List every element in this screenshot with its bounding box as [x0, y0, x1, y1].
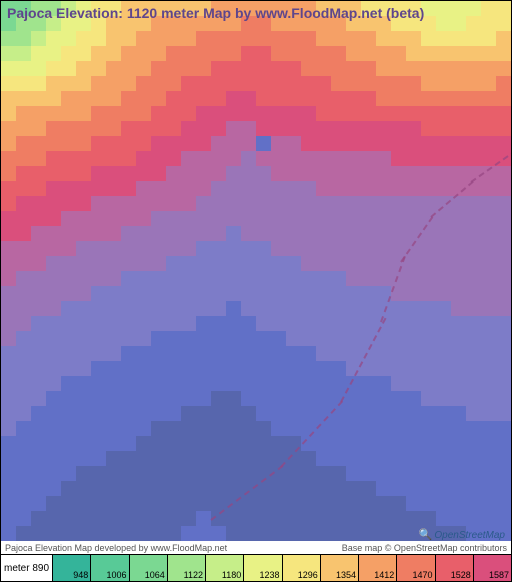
osm-logo: OpenStreetMap: [419, 528, 505, 541]
credit-left: Pajoca Elevation Map developed by www.Fl…: [5, 543, 227, 553]
legend-cell: 948: [53, 555, 91, 581]
legend-cell: 1587: [474, 555, 511, 581]
elevation-legend: meter 890 948100610641122118012381296135…: [1, 554, 511, 581]
legend-cell: 1238: [244, 555, 282, 581]
legend-cells: 9481006106411221180123812961354141214701…: [53, 555, 511, 581]
elevation-map: [1, 1, 511, 541]
legend-cell: 1064: [130, 555, 168, 581]
legend-cell: 1180: [206, 555, 244, 581]
legend-cell: 1122: [168, 555, 206, 581]
map-title: Pajoca Elevation: 1120 meter Map by www.…: [7, 5, 424, 21]
map-grid: [1, 1, 511, 541]
legend-cell: 1470: [397, 555, 435, 581]
legend-cell: 1296: [283, 555, 321, 581]
legend-cell: 1528: [436, 555, 474, 581]
legend-cell: 1354: [321, 555, 359, 581]
legend-cell: 1006: [91, 555, 129, 581]
legend-unit-label: meter 890: [1, 555, 53, 581]
credit-right: Base map © OpenStreetMap contributors: [342, 543, 507, 553]
legend-cell: 1412: [359, 555, 397, 581]
map-container: Pajoca Elevation: 1120 meter Map by www.…: [0, 0, 512, 582]
